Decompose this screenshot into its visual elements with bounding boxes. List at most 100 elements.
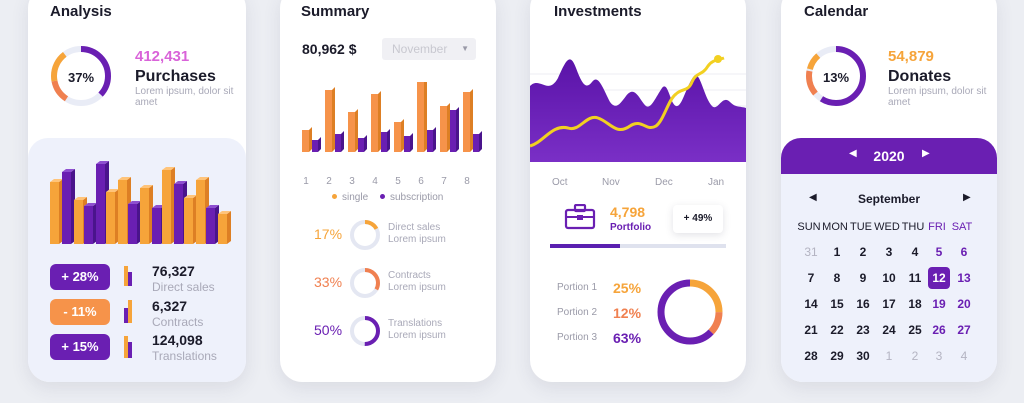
calendar-day[interactable]: 24 [882, 323, 896, 337]
iso-bar-top-13 [184, 195, 197, 198]
briefcase-icon [564, 204, 596, 230]
portfolio-value: 4,798 [610, 204, 646, 220]
summary-bar-single-side-7 [447, 103, 450, 152]
ring-fill [350, 316, 380, 346]
calendar-day[interactable]: 7 [807, 271, 815, 285]
iso-bar-top-11 [162, 167, 175, 170]
calendar-year: 2020 [873, 148, 905, 164]
translations-badge: + 15% [50, 334, 110, 360]
calendar-day[interactable]: 17 [882, 297, 896, 311]
summary-bar-single-5 [394, 122, 401, 152]
weekday-label: SAT [951, 221, 973, 233]
calendar-day[interactable]: 9 [859, 271, 867, 285]
calendar-day[interactable]: 16 [856, 297, 870, 311]
calendar-widget: ◀ 2020 ▶ [781, 138, 997, 382]
calendar-day[interactable]: 21 [804, 323, 818, 337]
donates-value: 54,879 [888, 48, 934, 65]
analysis-stats-panel: + 28% 76,327 Direct sales - 11% 6,327 Co… [28, 138, 246, 382]
ring-label-2: Lorem ipsum [388, 282, 446, 293]
analysis-card: Analysis 37% 412,431 Purchases Lorem ips… [28, 0, 246, 382]
calendar-day[interactable]: 23 [856, 323, 870, 337]
translations-value: 124,098 [152, 332, 203, 348]
prev-month-chevron-icon[interactable]: ◀ [809, 192, 817, 203]
calendar-day[interactable]: 10 [882, 271, 896, 285]
weekday-label: MON [822, 221, 848, 233]
iso-bar-top-4 [84, 203, 97, 206]
calendar-day[interactable]: 18 [908, 297, 922, 311]
donates-desc: Lorem ipsum, dolor sit amet [888, 86, 987, 108]
summary-bar-subscription-2 [335, 134, 341, 152]
calendar-day[interactable]: 30 [856, 349, 870, 363]
calendar-day[interactable]: 2 [859, 245, 867, 259]
calendar-title: Calendar [804, 3, 869, 20]
calendar-day[interactable]: 31 [804, 245, 818, 259]
direct-sales-mini-bar-2 [128, 272, 132, 286]
calendar-day[interactable]: 26 [932, 323, 946, 337]
legend-single-label: single [342, 192, 369, 203]
summary-x-tick: 1 [303, 176, 309, 187]
calendar-day[interactable]: 2 [911, 349, 919, 363]
direct-sales-label: Direct sales [152, 280, 215, 294]
donates-donut [806, 46, 866, 106]
portions-donut-slice-3 [657, 279, 723, 345]
summary-total-value: 80,962 $ [302, 41, 357, 57]
iso-bar-top-7 [118, 177, 131, 180]
summary-bar-single-3 [348, 112, 355, 152]
calendar-day[interactable]: 14 [804, 297, 818, 311]
summary-x-tick: 2 [326, 176, 332, 187]
purchases-desc: Lorem ipsum, dolor sit amet [135, 86, 234, 108]
chevron-down-icon: ▼ [461, 44, 469, 53]
calendar-day[interactable]: 15 [830, 297, 844, 311]
month-tick-dec: Dec [655, 177, 673, 188]
summary-x-tick: 8 [464, 176, 470, 187]
summary-bar-subscription-side-8 [479, 131, 482, 152]
ring-percent: 17% [314, 226, 343, 242]
summary-x-tick: 7 [441, 176, 447, 187]
calendar-day[interactable]: 20 [957, 297, 971, 311]
iso-bar-3 [74, 200, 83, 244]
calendar-day[interactable]: 4 [911, 245, 919, 259]
ring-label-1: Translations [388, 318, 443, 329]
purchases-label: Purchases [135, 68, 216, 85]
iso-bar-top-10 [152, 205, 165, 208]
calendar-day[interactable]: 1 [885, 349, 893, 363]
calendar-day[interactable]: 11 [908, 271, 922, 285]
calendar-day[interactable]: 19 [932, 297, 946, 311]
calendar-day[interactable]: 1 [833, 245, 841, 259]
iso-bar-8 [128, 204, 137, 244]
iso-bar-side-16 [227, 211, 231, 244]
prev-year-chevron-icon[interactable]: ◀ [849, 148, 857, 159]
calendar-day[interactable]: 3 [935, 349, 943, 363]
calendar-day[interactable]: 12 [928, 267, 950, 289]
calendar-day[interactable]: 5 [935, 245, 943, 259]
iso-bar-top-3 [74, 197, 87, 200]
calendar-day[interactable]: 3 [885, 245, 893, 259]
legend-subscription-dot [380, 194, 385, 199]
calendar-day[interactable]: 25 [908, 323, 922, 337]
calendar-day[interactable]: 4 [960, 349, 968, 363]
summary-bar-single-side-8 [470, 89, 473, 152]
calendar-day[interactable]: 8 [833, 271, 841, 285]
iso-bar-5 [96, 164, 105, 244]
summary-bar-single-4 [371, 94, 378, 152]
iso-bar-11 [162, 170, 171, 244]
calendar-day[interactable]: 13 [957, 271, 971, 285]
summary-bar-single-side-3 [355, 109, 358, 152]
iso-bar-6 [106, 192, 115, 244]
summary-x-tick: 6 [418, 176, 424, 187]
calendar-day[interactable]: 6 [960, 245, 968, 259]
summary-bar-single-side-4 [378, 91, 381, 152]
summary-bar-subscription-7 [450, 110, 456, 152]
calendar-day[interactable]: 27 [957, 323, 971, 337]
investments-line [530, 56, 725, 148]
summary-bar-chart [302, 82, 482, 152]
legend-single: single [332, 192, 368, 203]
next-year-chevron-icon[interactable]: ▶ [922, 148, 930, 159]
calendar-day[interactable]: 29 [830, 349, 844, 363]
ring-fill [350, 220, 380, 250]
calendar-day[interactable]: 28 [804, 349, 818, 363]
next-month-chevron-icon[interactable]: ▶ [963, 192, 971, 203]
legend-single-dot [332, 194, 337, 199]
calendar-day[interactable]: 22 [830, 323, 844, 337]
month-select[interactable]: November ▼ [382, 38, 476, 60]
